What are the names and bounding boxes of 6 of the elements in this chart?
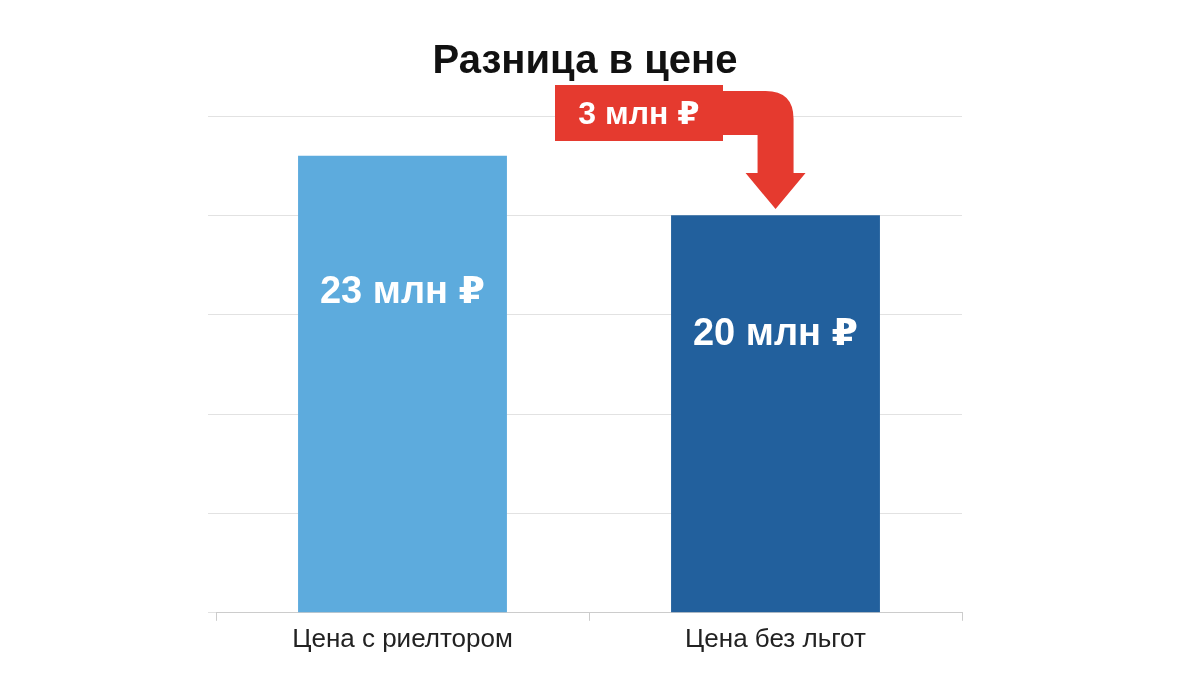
data-label: 23 млн ₽ bbox=[319, 269, 486, 312]
chart-title: Разница в цене bbox=[432, 37, 738, 82]
x-tick-label: Цена без льгот bbox=[685, 622, 866, 653]
x-tick-label: Цена с риелтором bbox=[292, 622, 513, 653]
data-label: 20 млн ₽ bbox=[692, 310, 859, 353]
text: 3 млн ₽ bbox=[554, 85, 723, 142]
